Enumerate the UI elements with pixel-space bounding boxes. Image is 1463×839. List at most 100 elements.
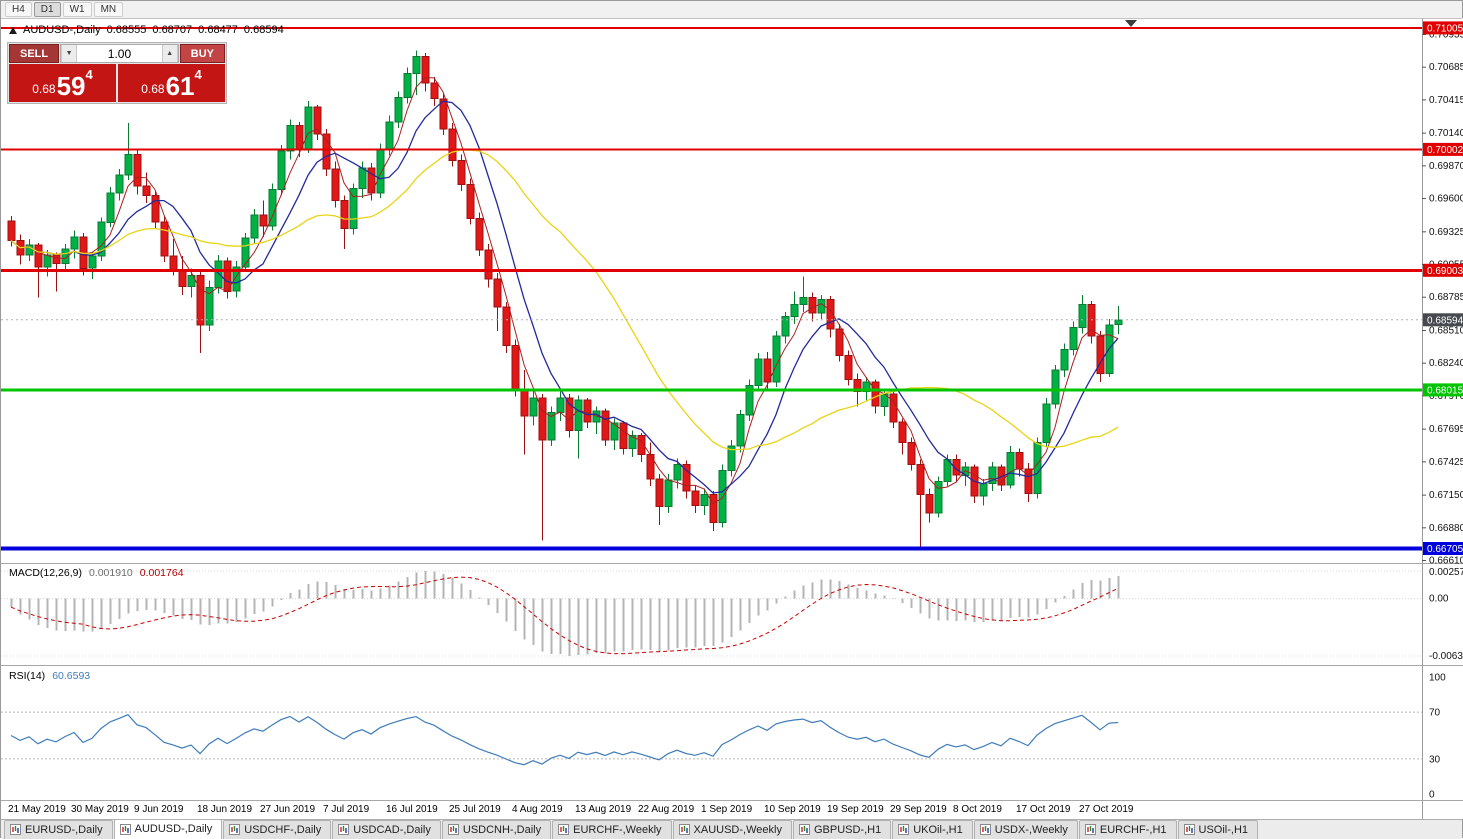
chart-tab-label: USDCNH-,Daily (463, 824, 541, 836)
date-tick-label: 22 Aug 2019 (638, 804, 694, 815)
timeframe-button-d1[interactable]: D1 (34, 2, 61, 17)
chart-tabs-bar: EURUSD-,Daily AUDUSD-,Daily USDCHF-,Daily U… (1, 819, 1462, 839)
chart-tab-icon (799, 824, 810, 835)
chart-symbol-icon (9, 27, 17, 34)
timeframe-button-mn[interactable]: MN (94, 2, 124, 17)
macd-signal-value: 0.001764 (140, 567, 184, 579)
level-price-badge-text: 0.68015 (1427, 385, 1463, 396)
date-tick-label: 29 Sep 2019 (890, 804, 947, 815)
date-tick-label: 7 Jul 2019 (323, 804, 369, 815)
volume-up-button[interactable]: ▲ (162, 45, 178, 62)
macd-axis-label: 0.00 (1429, 594, 1449, 605)
price-tick-label: 0.67695 (1429, 424, 1463, 435)
chart-tab-label: USDX-,Weekly (995, 824, 1068, 836)
one-click-top-row: SELL ▼ 1.00 ▲ BUY (9, 44, 225, 63)
date-tick-label: 9 Jun 2019 (134, 804, 184, 815)
volume-control[interactable]: ▼ 1.00 ▲ (60, 44, 179, 63)
level-price-badge-text: 0.70002 (1427, 145, 1463, 156)
ask-pipette: 4 (195, 68, 202, 82)
ohlc-open: 0.68555 (107, 24, 147, 36)
price-tick-label: 0.70685 (1429, 62, 1463, 73)
price-tick-label: 0.67150 (1429, 490, 1463, 501)
buy-button[interactable]: BUY (180, 44, 225, 63)
chart-tab-xauusd-weekly[interactable]: XAUUSD-,Weekly (673, 820, 792, 839)
rsi-axis-label: 100 (1429, 673, 1446, 684)
chart-title: AUDUSD-,Daily 0.68555 0.68707 0.68477 0.… (9, 24, 284, 36)
date-tick-label: 8 Oct 2019 (953, 804, 1002, 815)
chart-tab-label: UKOil-,H1 (913, 824, 963, 836)
chart-tab-label: AUDUSD-,Daily (135, 823, 213, 835)
chart-tab-eurusd-daily[interactable]: EURUSD-,Daily (4, 820, 113, 839)
chart-tab-icon (448, 824, 459, 835)
date-tick-label: 4 Aug 2019 (512, 804, 563, 815)
chart-tab-icon (120, 824, 131, 835)
chart-tab-icon (10, 824, 21, 835)
macd-indicator-label: MACD(12,26,9) 0.001910 0.001764 (9, 567, 184, 579)
chart-tab-icon (558, 824, 569, 835)
chart-tab-label: USDCAD-,Daily (353, 824, 431, 836)
current-price-badge-text: 0.68594 (1427, 315, 1463, 326)
ohlc-high: 0.68707 (152, 24, 192, 36)
chart-tab-eurchf-h1[interactable]: EURCHF-,H1 (1079, 820, 1177, 839)
chart-tab-usdcnh-daily[interactable]: USDCNH-,Daily (442, 820, 551, 839)
price-tick-label: 0.66880 (1429, 523, 1463, 534)
macd-main-value: 0.001910 (89, 567, 133, 579)
date-tick-label: 21 May 2019 (8, 804, 66, 815)
chart-tab-icon (1184, 824, 1195, 835)
chart-tab-usdcad-daily[interactable]: USDCAD-,Daily (332, 820, 441, 839)
sell-button[interactable]: SELL (9, 44, 59, 63)
date-tick-label: 17 Oct 2019 (1016, 804, 1070, 815)
date-tick-label: 1 Sep 2019 (701, 804, 752, 815)
volume-down-button[interactable]: ▼ (61, 45, 77, 62)
rsi-indicator-label: RSI(14) 60.6593 (9, 670, 90, 682)
level-price-badge-text: 0.66705 (1427, 544, 1463, 555)
chart-tab-usdchf-daily[interactable]: USDCHF-,Daily (223, 820, 331, 839)
date-tick-label: 19 Sep 2019 (827, 804, 884, 815)
chart-tab-icon (229, 824, 240, 835)
bid-pipette: 4 (86, 68, 93, 82)
date-tick-label: 27 Oct 2019 (1079, 804, 1133, 815)
chart-tab-label: GBPUSD-,H1 (814, 824, 881, 836)
chart-tab-icon (898, 824, 909, 835)
chart-tab-label: EURCHF-,H1 (1100, 824, 1167, 836)
price-tick-label: 0.69325 (1429, 227, 1463, 238)
ohlc-close: 0.68594 (244, 24, 284, 36)
timeframe-button-h4[interactable]: H4 (5, 2, 32, 17)
price-tick-label: 0.69870 (1429, 161, 1463, 172)
date-tick-label: 13 Aug 2019 (575, 804, 631, 815)
price-chart[interactable]: 0.709550.706850.704150.701400.698700.696… (1, 1, 1463, 821)
volume-value[interactable]: 1.00 (77, 45, 162, 62)
chart-tab-label: USOil-,H1 (1199, 824, 1249, 836)
chart-tab-icon (679, 824, 690, 835)
rsi-axis-label: 70 (1429, 708, 1441, 719)
chart-tab-label: USDCHF-,Daily (244, 824, 321, 836)
chart-tab-audusd-daily[interactable]: AUDUSD-,Daily (114, 819, 223, 839)
rsi-axis-label: 0 (1429, 790, 1435, 801)
chart-tab-gbpusd-h1[interactable]: GBPUSD-,H1 (793, 820, 891, 839)
rsi-name: RSI(14) (9, 670, 45, 682)
price-tick-label: 0.68785 (1429, 292, 1463, 303)
timeframe-button-w1[interactable]: W1 (63, 2, 92, 17)
chart-tab-eurchf-weekly[interactable]: EURCHF-,Weekly (552, 820, 671, 839)
date-tick-label: 25 Jul 2019 (449, 804, 501, 815)
date-tick-label: 10 Sep 2019 (764, 804, 821, 815)
chart-tab-label: EURCHF-,Weekly (573, 824, 661, 836)
chart-tab-icon (980, 824, 991, 835)
chart-tab-usdx-weekly[interactable]: USDX-,Weekly (974, 820, 1078, 839)
ohlc-low: 0.68477 (198, 24, 238, 36)
chart-tab-usoil-h1[interactable]: USOil-,H1 (1178, 820, 1259, 839)
price-tick-label: 0.66610 (1429, 556, 1463, 567)
chart-tab-ukoil-h1[interactable]: UKOil-,H1 (892, 820, 973, 839)
date-tick-label: 27 Jun 2019 (260, 804, 315, 815)
price-tick-label: 0.70415 (1429, 95, 1463, 106)
macd-axis-label: -0.006326 (1429, 651, 1463, 662)
bid-prefix: 0.68 (32, 80, 55, 99)
rsi-value: 60.6593 (52, 670, 90, 682)
